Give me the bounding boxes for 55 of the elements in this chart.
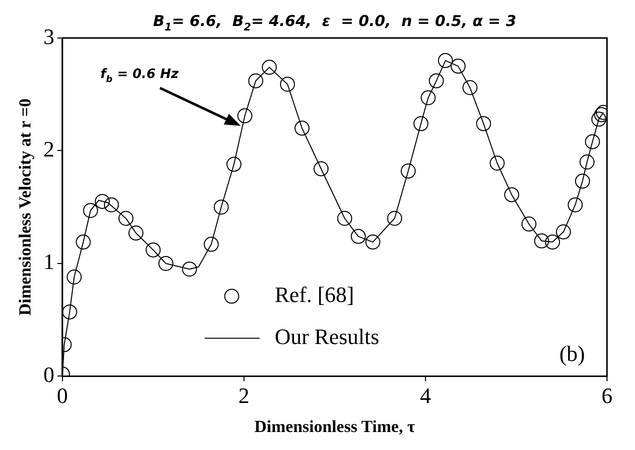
point bbox=[476, 116, 492, 132]
point bbox=[66, 269, 82, 284]
y-tick-label: 1 bbox=[43, 249, 54, 274]
x-tick-label: 6 bbox=[602, 383, 612, 408]
y-axis-title: Dimensionless Velocity at r =0 bbox=[16, 98, 35, 316]
point bbox=[504, 187, 520, 202]
annotation: (b) bbox=[559, 340, 585, 366]
point bbox=[62, 304, 78, 320]
point bbox=[350, 228, 366, 244]
point bbox=[387, 210, 402, 226]
point bbox=[462, 80, 478, 96]
point bbox=[294, 120, 310, 136]
point bbox=[438, 53, 453, 68]
y-tick-label: 3 bbox=[43, 24, 54, 49]
legend-label: Our Results bbox=[274, 324, 380, 349]
point bbox=[104, 197, 119, 212]
point bbox=[237, 108, 252, 124]
point bbox=[490, 156, 505, 171]
point bbox=[400, 164, 416, 179]
point bbox=[521, 216, 536, 232]
point bbox=[574, 174, 590, 189]
point bbox=[413, 116, 428, 132]
point bbox=[365, 234, 380, 250]
point bbox=[214, 200, 229, 215]
point bbox=[450, 58, 466, 74]
point bbox=[584, 134, 600, 150]
point bbox=[580, 154, 595, 170]
point bbox=[545, 234, 560, 250]
x-tick-label: 4 bbox=[420, 383, 431, 408]
point bbox=[534, 233, 550, 248]
point bbox=[280, 76, 295, 92]
y-tick-label: 2 bbox=[43, 136, 54, 162]
point bbox=[556, 224, 571, 240]
point bbox=[568, 197, 583, 212]
point bbox=[182, 262, 197, 277]
point bbox=[337, 210, 352, 226]
legend-label: Ref. [68] bbox=[274, 282, 354, 307]
point bbox=[158, 256, 174, 271]
point bbox=[94, 194, 110, 209]
point bbox=[76, 234, 91, 250]
point bbox=[83, 202, 98, 218]
point bbox=[591, 112, 606, 127]
point bbox=[146, 242, 161, 258]
point bbox=[428, 73, 444, 88]
y-tick-label: 0 bbox=[43, 362, 54, 387]
point bbox=[420, 90, 436, 106]
point bbox=[262, 60, 277, 75]
point bbox=[118, 210, 134, 226]
point bbox=[204, 236, 219, 252]
x-tick-label: 2 bbox=[238, 383, 250, 408]
x-axis-title: Dimensionless Time, τ bbox=[254, 417, 416, 436]
point bbox=[128, 226, 144, 241]
point bbox=[248, 73, 264, 88]
point bbox=[226, 156, 242, 172]
point bbox=[314, 161, 329, 176]
